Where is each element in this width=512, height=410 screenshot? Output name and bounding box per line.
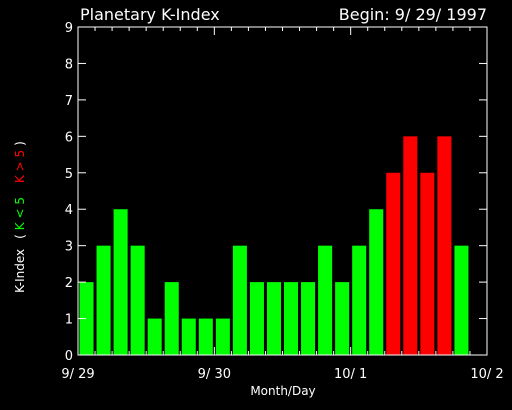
bar-19 [403,136,418,355]
bar-21 [437,136,452,355]
bar-4 [147,318,162,355]
y-axis-label-main: K-Index [13,249,27,293]
bar-3 [130,245,145,355]
bar-16 [352,245,367,355]
bar-20 [420,172,435,355]
bars-group [79,136,469,355]
bar-18 [386,172,401,355]
y-tick-label-2: 2 [65,276,73,291]
x-tick-label-0: 9/ 29 [61,367,94,382]
y-tick-label-3: 3 [65,240,73,255]
bar-5 [164,282,179,355]
y-tick-label-8: 8 [65,57,73,72]
y-axis-label-red: K > 5 [13,150,27,183]
y-tick-label-9: 9 [65,21,73,36]
y-axis-label-paren-close: ) [13,141,27,146]
bar-15 [335,282,350,355]
y-tick-label-5: 5 [65,167,73,182]
bar-17 [369,209,384,355]
bar-8 [215,318,230,355]
x-axis-label: Month/Day [250,384,315,398]
y-axis-label-green: K < 5 [13,197,27,230]
bar-11 [266,282,281,355]
bar-13 [301,282,316,355]
bar-9 [232,245,247,355]
bar-14 [318,245,333,355]
bar-1 [96,245,111,355]
y-tick-label-0: 0 [65,349,73,364]
y-tick-label-7: 7 [65,94,73,109]
x-tick-label-2: 10/ 1 [334,367,367,382]
y-tick-label-6: 6 [65,130,73,145]
y-axis-label: K-Index ( K < 5 K > 5) [13,141,27,293]
y-ticks-group: 0 1 2 3 4 5 6 7 8 9 [65,21,487,364]
bar-2 [113,209,128,355]
x-ticks-group: 9/ 29 9/ 30 10/ 1 10/ 2 [61,27,504,382]
bar-22 [454,245,469,355]
chart-subtitle: Begin: 9/ 29/ 1997 [339,5,487,24]
x-tick-label-3: 10/ 2 [470,367,503,382]
y-axis-label-paren-open: ( [13,234,27,239]
y-tick-label-1: 1 [65,313,73,328]
bar-10 [249,282,264,355]
y-tick-label-4: 4 [65,203,73,218]
bar-7 [198,318,213,355]
bar-0 [79,282,94,355]
bar-12 [284,282,299,355]
bar-6 [181,318,196,355]
chart-title: Planetary K-Index [80,5,220,24]
x-tick-label-1: 9/ 30 [198,367,231,382]
